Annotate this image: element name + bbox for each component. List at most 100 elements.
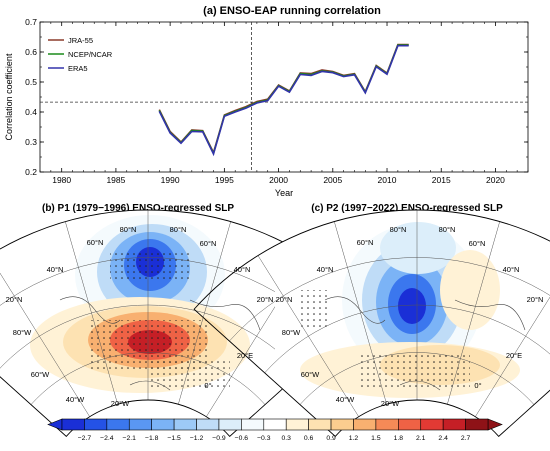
lon-label: 80°W [282,328,301,337]
x-tick-label: 2000 [269,175,288,185]
lat-label: 20°N [276,295,293,304]
colorbar-segment [420,418,444,431]
lon-label: 0° [204,381,211,390]
lon-label: 0° [474,381,481,390]
colorbar-label: 1.8 [394,435,404,442]
colorbar-min-arrow [47,418,63,431]
y-tick-label: 0.4 [25,107,37,117]
meridian-line [334,221,387,405]
positive-anomaly [440,250,500,330]
lat-label: 60°N [200,239,217,248]
meridian-line [447,221,500,405]
panel-a-series [158,43,409,157]
lat-label: 20°N [257,295,274,304]
colorbar-segment [398,418,422,431]
x-axis-label: Year [275,188,293,198]
colorbar-segment [173,418,197,431]
panel-a-line-chart: (a) ENSO-EAP running correlation 1980 198… [4,5,529,198]
lon-label: 80°W [13,328,32,337]
colorbar-label: −2.7 [78,435,92,442]
colorbar-label: 0.9 [326,435,336,442]
negative-anomaly-north [380,222,456,274]
series-line-era5 [158,44,409,157]
significance-stippling [360,355,470,390]
y-tick-label: 0.6 [25,47,37,57]
colorbar-label: 1.2 [349,435,359,442]
x-tick-label: 1985 [106,175,125,185]
colorbar-label: −2.1 [123,435,137,442]
y-tick-label: 0.2 [25,167,37,177]
panel-a-reference-lines [40,22,528,172]
colorbar-segment [128,418,152,431]
panel-a-axes: 1980 1985 1990 1995 2000 2005 2010 2015 2020 0.2 0… [25,17,529,185]
lon-label: 60°W [31,370,50,379]
colorbar-label: −0.3 [257,435,271,442]
colorbar-segment [330,418,354,431]
panel-c-frame [193,209,550,438]
lat-label: 60°N [87,238,104,247]
colorbar-label: 0.6 [304,435,314,442]
lat-label: 60°N [357,238,374,247]
colorbar-label: 2.1 [416,435,426,442]
coastline [59,296,261,391]
colorbar-label: −1.2 [190,435,204,442]
colorbar-segment [465,418,489,431]
lon-label: 20°E [506,351,522,360]
meridian-line [65,221,118,405]
lat-label: 80°N [170,225,187,234]
colorbar-segment [218,418,242,431]
colorbar-segment [61,418,85,431]
lat-label: 40°N [317,265,334,274]
coastline [324,296,526,391]
panel-b-coordinate-labels: 40°N 60°N 80°N 80°N 60°N 40°N 20°N 20°N 80°W 60°W… [6,225,274,408]
colorbar-label: −1.8 [145,435,159,442]
significance-stippling [300,290,330,330]
lat-label: 40°N [503,265,520,274]
colorbar-segment [84,418,108,431]
colorbar-label: −2.4 [100,435,114,442]
legend-label: JRA-55 [68,36,93,45]
colorbar-segment [353,418,377,431]
lon-label: 20°W [381,399,400,408]
lat-label: 40°N [234,265,251,274]
colorbar-segment [263,418,287,431]
colorbar-label: 1.5 [371,435,381,442]
colorbar-segment [106,418,130,431]
y-tick-label: 0.5 [25,77,37,87]
panel-b-map: (b) P1 (1979−1996) ENSO-regressed SLP 40… [0,203,372,438]
panel-a-frame [39,21,529,173]
lon-label: 20°W [111,399,130,408]
x-tick-label: 1980 [52,175,71,185]
series-line-ncep-ncar [158,44,409,156]
lat-label: 60°N [469,239,486,248]
x-tick-label: 2015 [432,175,451,185]
panel-c-graticule [229,210,550,417]
significance-stippling [110,250,190,280]
legend-label: ERA5 [68,64,88,73]
x-tick-label: 2020 [486,175,505,185]
series-line-jra-55 [158,43,409,155]
panel-c-coordinate-labels: 40°N 60°N 80°N 80°N 60°N 40°N 20°N 20°N 80°W 60°W… [276,225,544,408]
negative-anomaly-core [398,288,426,324]
panel-c-map: (c) P2 (1997−2022) ENSO-regressed SLP 40… [193,203,550,438]
colorbar-label: 2.7 [461,435,471,442]
lon-label: 40°W [336,395,355,404]
significance-stippling [150,360,230,390]
panel-c-contours [300,222,526,398]
legend-label: NCEP/NCAR [68,50,113,59]
colorbar-segment [196,418,220,431]
colorbar-label: 0.3 [281,435,291,442]
x-tick-label: 2010 [378,175,397,185]
colorbar-label: −0.6 [235,435,249,442]
lon-label: 40°W [66,395,85,404]
panel-b-field [0,210,275,420]
lat-label: 20°N [527,295,544,304]
colorbar-label: −0.9 [212,435,226,442]
meridian-line [257,255,359,417]
lat-label: 80°N [120,225,137,234]
colorbar-label: 2.4 [438,435,448,442]
y-axis-label: Correlation coefficient [4,53,14,140]
panel-c-title: (c) P2 (1997−2022) ENSO-regressed SLP [311,203,503,214]
colorbar-segment [308,418,332,431]
